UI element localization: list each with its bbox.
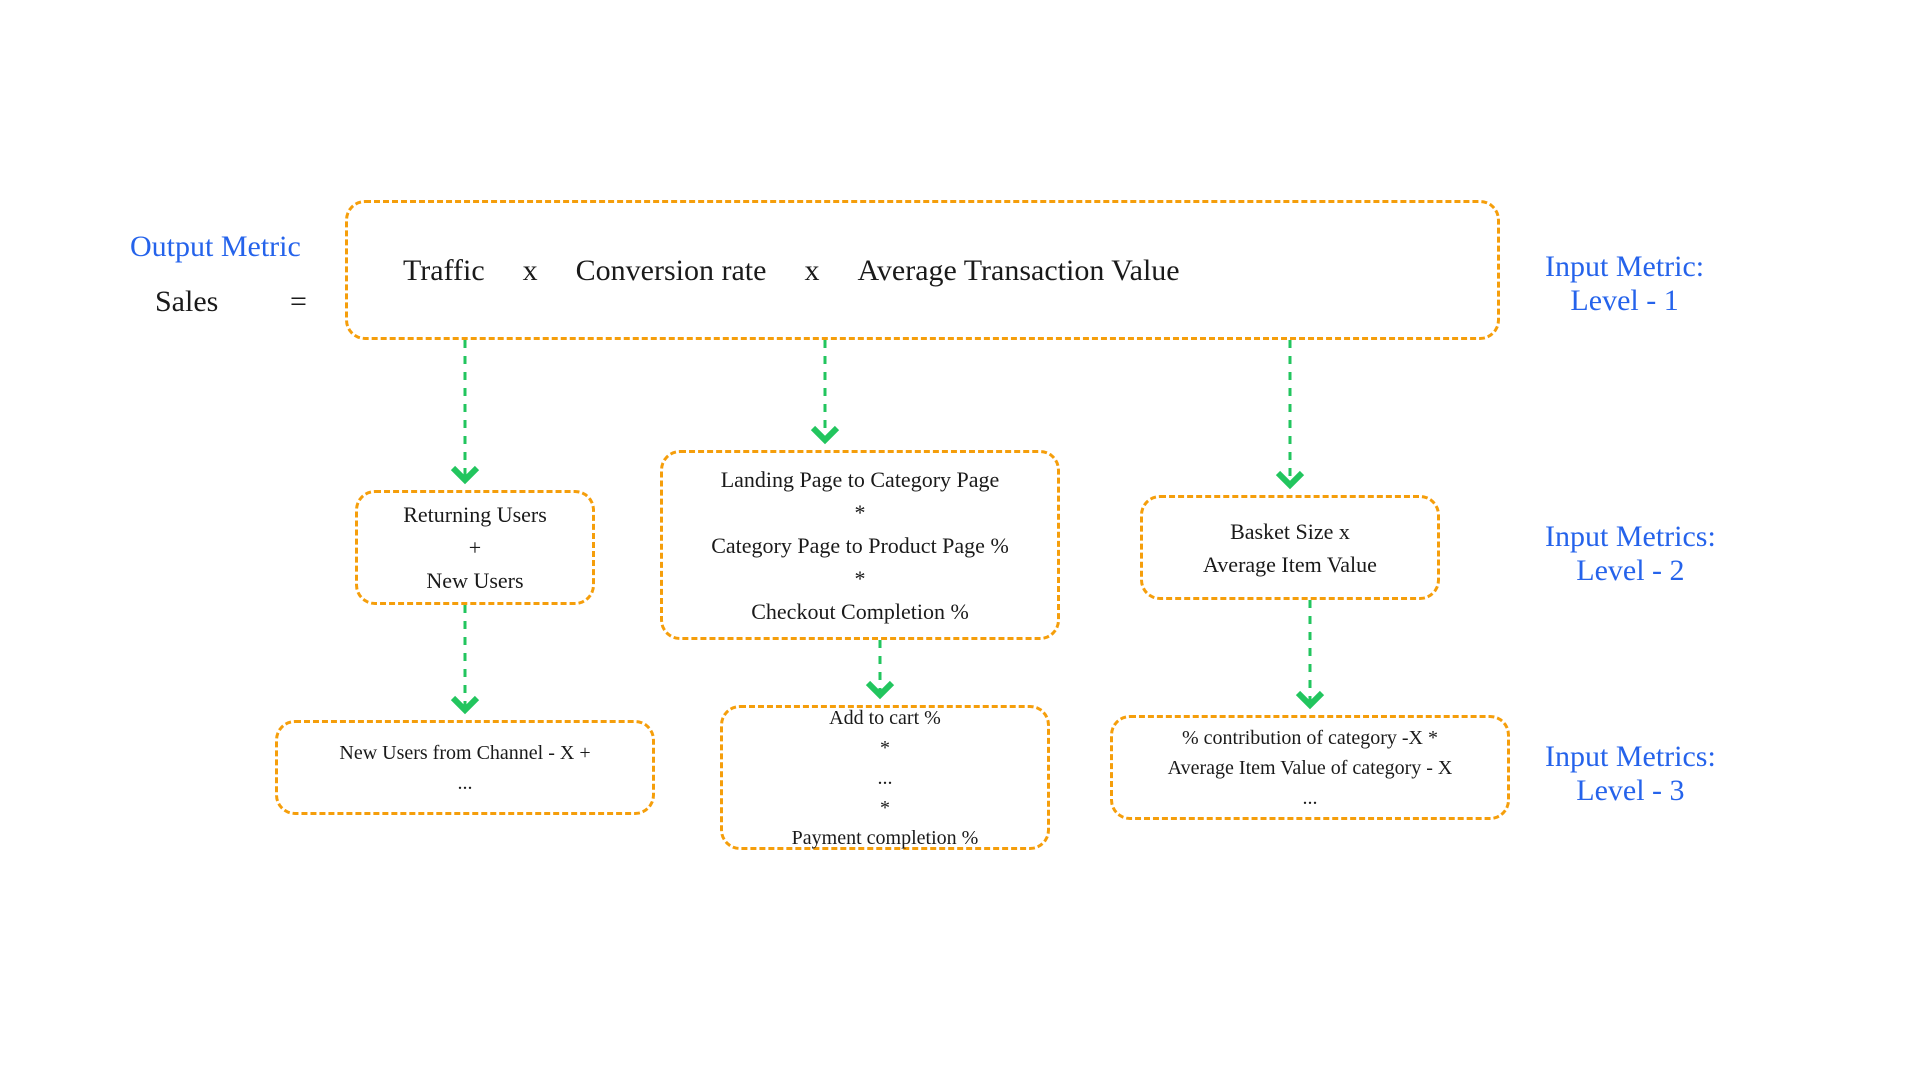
formula-equals: = [290, 285, 307, 319]
conversion-level2-box: Landing Page to Category Page * Category… [660, 450, 1060, 640]
formula-term: Average Transaction Value [857, 248, 1179, 293]
input-metric-level1-label: Input Metric: Level - 1 [1545, 250, 1704, 318]
conversion-level3-box: Add to cart % * ... * Payment completion… [720, 705, 1050, 850]
formula-operator: x [523, 248, 538, 293]
input-metric-level2-label: Input Metrics: Level - 2 [1545, 520, 1716, 588]
input-metric-level3-label: Input Metrics: Level - 3 [1545, 740, 1716, 808]
atv-level2-box: Basket Size x Average Item Value [1140, 495, 1440, 600]
formula-operator: x [804, 248, 819, 293]
level1-box: Traffic x Conversion rate x Average Transact… [345, 200, 1500, 340]
output-metric-label: Output Metric [130, 230, 301, 264]
formula-term: Traffic [403, 248, 485, 293]
traffic-level3-box: New Users from Channel - X + ... [275, 720, 655, 815]
traffic-level2-box: Returning Users + New Users [355, 490, 595, 605]
atv-level3-box: % contribution of category -X * Average … [1110, 715, 1510, 820]
formula-term: Conversion rate [576, 248, 767, 293]
formula-lhs: Sales [155, 285, 218, 319]
